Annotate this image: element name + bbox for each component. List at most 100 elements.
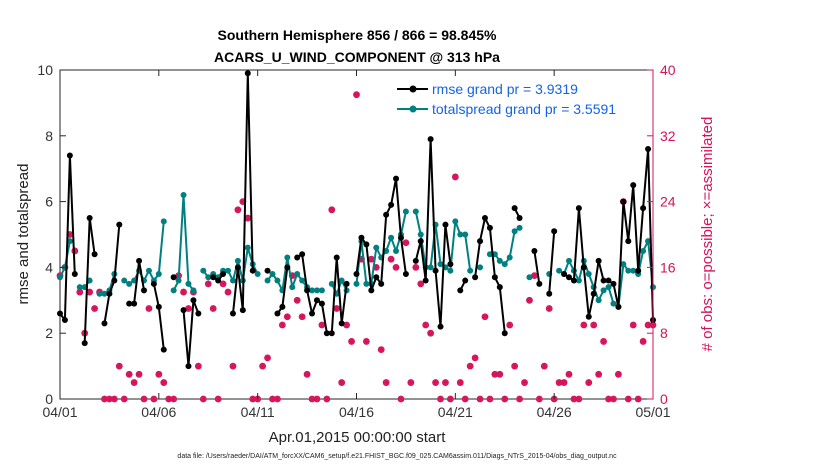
obs-assimilated-point bbox=[180, 289, 187, 296]
rmse-point bbox=[575, 205, 582, 212]
y-tick-label: 2 bbox=[45, 325, 53, 341]
rmse-point bbox=[244, 70, 251, 77]
totalspread-point bbox=[501, 261, 508, 268]
y-axis-label: rmse and totalspread bbox=[15, 164, 32, 305]
obs-assimilated-point bbox=[580, 321, 587, 328]
x-tick-label: 04/06 bbox=[141, 404, 176, 420]
rmse-point bbox=[412, 257, 419, 264]
obs-assimilated-point bbox=[234, 206, 241, 213]
rmse-point bbox=[486, 224, 493, 231]
rmse-point bbox=[546, 290, 553, 297]
obs-assimilated-point bbox=[477, 396, 484, 402]
totalspread-point bbox=[526, 274, 533, 281]
totalspread-point bbox=[229, 277, 236, 284]
obs-assimilated-point bbox=[323, 396, 330, 402]
obs-assimilated-point bbox=[160, 379, 167, 386]
y2-tick-label: 16 bbox=[660, 259, 676, 275]
y-tick-label: 0 bbox=[45, 391, 53, 407]
x-axis: 04/01 04/06 04/11 04/16 04/21 04/26 05/01 bbox=[42, 70, 671, 420]
totalspread-point bbox=[101, 290, 108, 297]
legend-rmse-label: rmse grand pr = 3.9319 bbox=[432, 81, 578, 97]
obs-assimilated-point bbox=[447, 396, 454, 402]
rmse-point bbox=[111, 277, 118, 284]
obs-assimilated-point bbox=[378, 346, 385, 353]
obs-assimilated-point bbox=[417, 280, 424, 287]
rmse-point bbox=[106, 290, 113, 297]
totalspread-point bbox=[452, 218, 459, 225]
rmse-point bbox=[605, 277, 612, 284]
obs-assimilated-point bbox=[126, 371, 133, 378]
rmse-point bbox=[215, 277, 222, 284]
totalspread-point bbox=[477, 264, 484, 271]
rmse-point bbox=[313, 297, 320, 304]
x-tick-label: 04/26 bbox=[537, 404, 572, 420]
rmse-point bbox=[462, 277, 469, 284]
obs-assimilated-point bbox=[313, 396, 320, 402]
obs-assimilated-point bbox=[383, 379, 390, 386]
rmse-point bbox=[378, 280, 385, 287]
obs-assimilated-point bbox=[511, 363, 518, 370]
totalspread-point bbox=[180, 192, 187, 199]
obs-assimilated-point bbox=[630, 321, 637, 328]
rmse-point bbox=[551, 228, 558, 235]
obs-assimilated-point bbox=[541, 363, 548, 370]
obs-assimilated-point bbox=[486, 396, 493, 402]
obs-assimilated-point bbox=[481, 313, 488, 320]
obs-assimilated-point bbox=[575, 396, 582, 402]
rmse-point bbox=[190, 297, 197, 304]
obs-assimilated-point bbox=[546, 305, 553, 312]
totalspread-point bbox=[185, 280, 192, 287]
totalspread-point bbox=[225, 267, 232, 274]
rmse-point bbox=[472, 274, 479, 281]
rmse-point bbox=[141, 287, 148, 294]
totalspread-point bbox=[565, 257, 572, 264]
obs-assimilated-point bbox=[625, 396, 632, 402]
obs-assimilated-point bbox=[496, 371, 503, 378]
totalspread-point bbox=[645, 238, 652, 245]
rmse-point bbox=[496, 284, 503, 291]
rmse-point bbox=[442, 221, 449, 228]
rmse-point bbox=[323, 330, 330, 337]
rmse-point bbox=[116, 221, 123, 228]
obs-assimilated-point bbox=[565, 371, 572, 378]
totalspread-point bbox=[640, 247, 647, 254]
rmse-point bbox=[397, 234, 404, 241]
obs-assimilated-point bbox=[136, 371, 143, 378]
chart-subtitle: ACARS_U_WIND_COMPONENT @ 313 hPa bbox=[214, 49, 500, 65]
obs-assimilated-point bbox=[76, 289, 83, 296]
totalspread-point bbox=[121, 277, 128, 284]
rmse-point bbox=[101, 320, 108, 327]
y-axis-right: 0 8 16 24 32 40 bbox=[647, 62, 676, 407]
rmse-point bbox=[210, 274, 217, 281]
totalspread-point bbox=[294, 270, 301, 277]
obs-assimilated-point bbox=[348, 338, 355, 345]
rmse-point bbox=[160, 346, 167, 353]
totalspread-point bbox=[234, 257, 241, 264]
rmse-point bbox=[358, 234, 365, 241]
obs-assimilated-point bbox=[368, 256, 375, 263]
totalspread-point bbox=[274, 277, 281, 284]
obs-assimilated-point bbox=[170, 396, 177, 402]
obs-assimilated-point bbox=[472, 354, 479, 361]
obs-assimilated-point bbox=[393, 264, 400, 271]
obs-assimilated-point bbox=[521, 379, 528, 386]
rmse-point bbox=[610, 280, 617, 287]
obs-assimilated-point bbox=[407, 379, 414, 386]
x-tick-label: 04/16 bbox=[339, 404, 374, 420]
rmse-point bbox=[131, 300, 138, 307]
rmse-point bbox=[620, 198, 627, 205]
rmse-point bbox=[309, 310, 316, 317]
totalspread-point bbox=[160, 218, 167, 225]
legend-box bbox=[394, 76, 648, 122]
obs-assimilated-point bbox=[610, 396, 617, 402]
totalspread-point bbox=[284, 254, 291, 261]
obs-assimilated-point bbox=[116, 363, 123, 370]
y-tick-label: 8 bbox=[45, 128, 53, 144]
totalspread-point bbox=[66, 238, 73, 245]
totalspread-point bbox=[585, 270, 592, 277]
rmse-point bbox=[91, 251, 98, 258]
rmse-point bbox=[239, 307, 246, 314]
totalspread-point bbox=[511, 228, 518, 235]
rmse-point bbox=[279, 303, 286, 310]
totalspread-point bbox=[625, 267, 632, 274]
